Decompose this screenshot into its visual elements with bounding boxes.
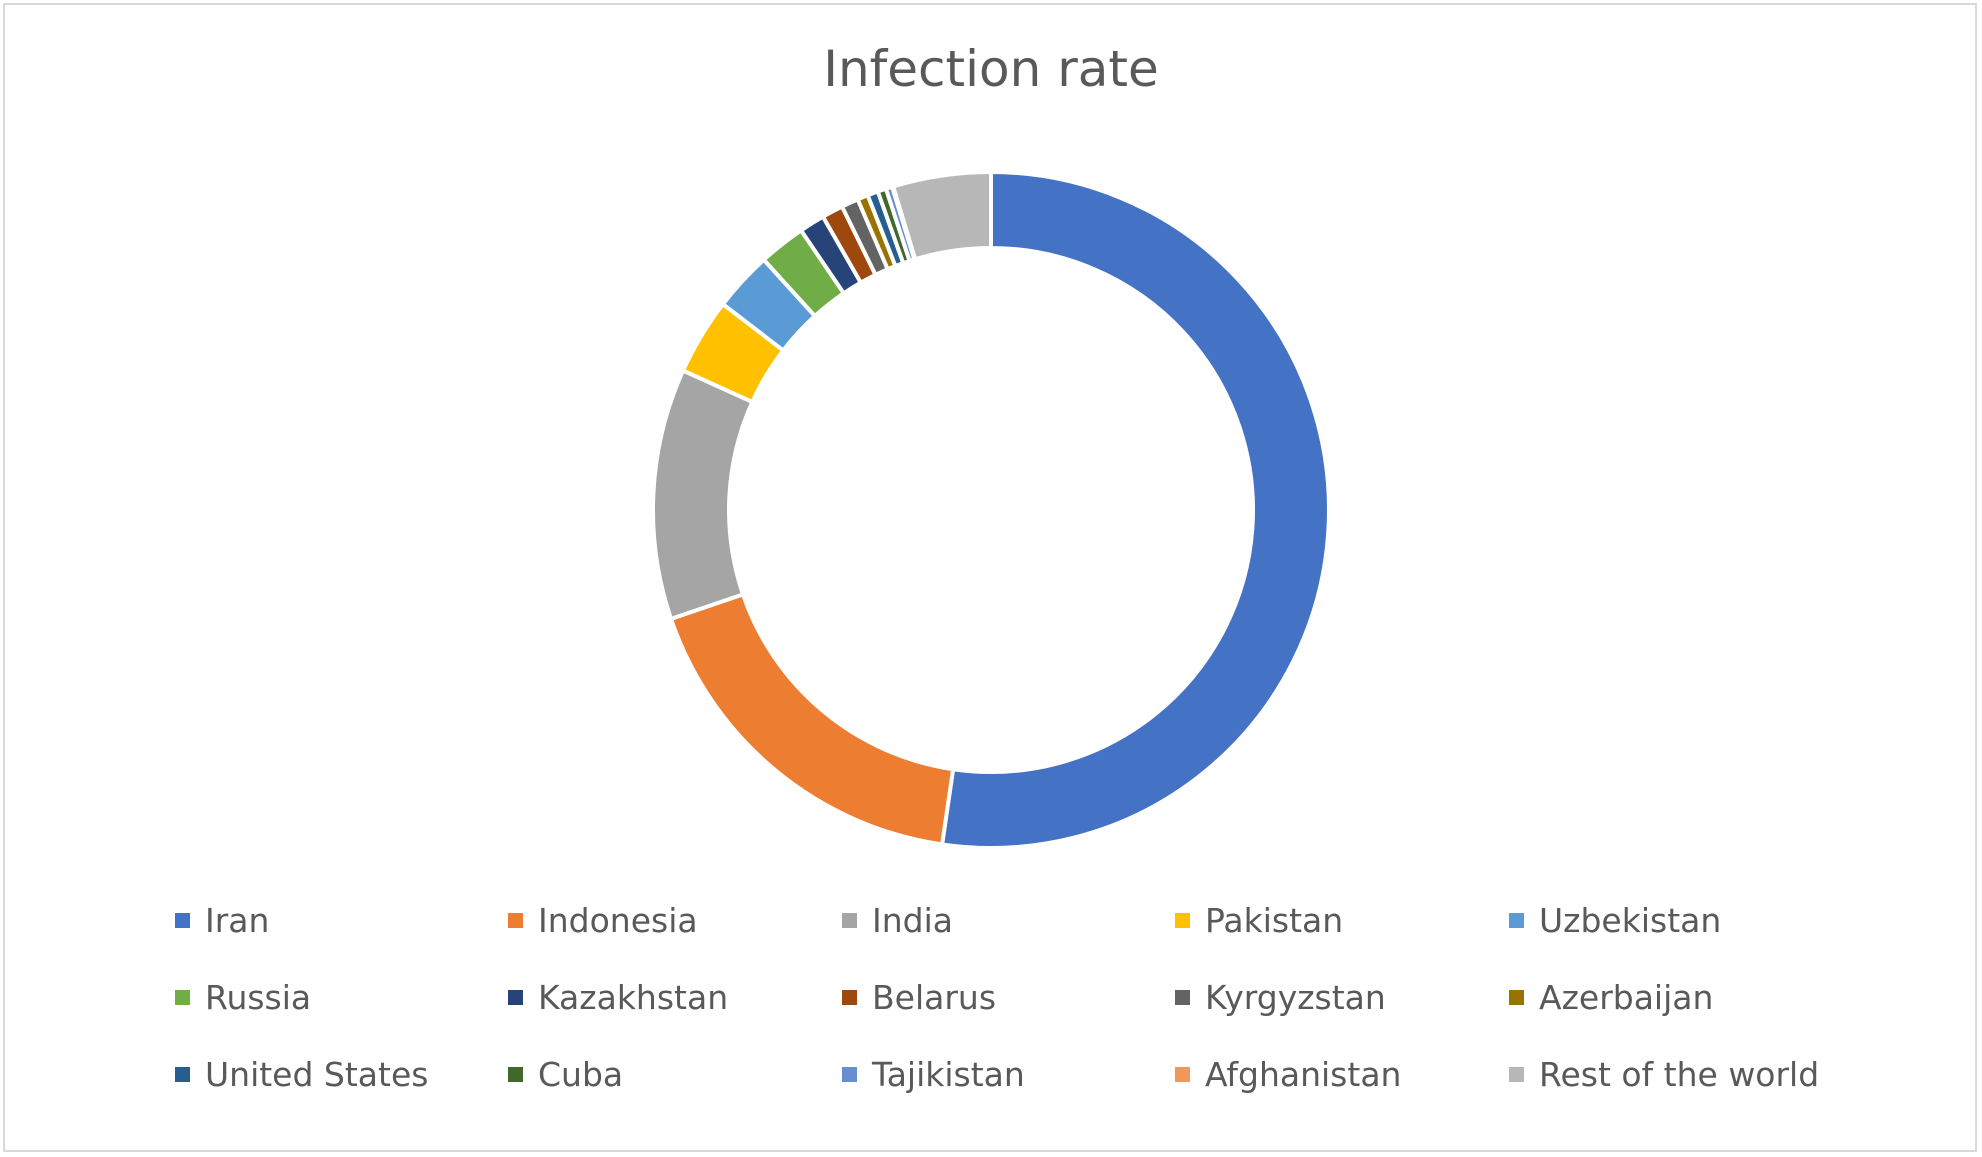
donut-slice-india [651, 367, 755, 622]
chart-title: Infection rate [823, 40, 1159, 98]
donut-slice-rest-of-the-world [890, 169, 993, 262]
donut-slice-indonesia [668, 591, 956, 847]
donut-slice-iran [939, 169, 1331, 850]
